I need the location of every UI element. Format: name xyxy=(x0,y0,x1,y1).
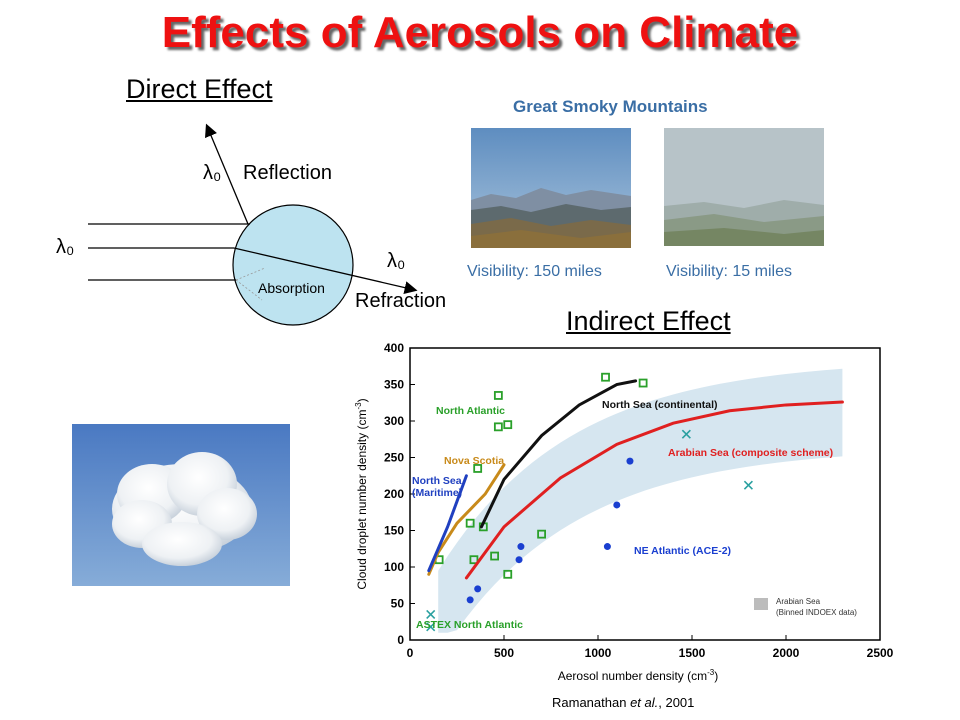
series-label: ASTEX North Atlantic xyxy=(416,619,523,631)
x-tick-label: 500 xyxy=(494,646,514,660)
indirect-effect-heading: Indirect Effect xyxy=(566,306,731,336)
data-point-square xyxy=(493,422,503,432)
aerosol-droplet-chart: 0 500 1000 1500 2000 2500 0 50 100 150 200 250 300 35… xyxy=(354,341,894,683)
x-tick-label: 1500 xyxy=(679,646,706,660)
reflection-arrow xyxy=(205,123,249,225)
legend-swatch xyxy=(754,598,768,610)
citation: Ramanathan et al., 2001 xyxy=(552,695,695,710)
y-tick-label: 200 xyxy=(384,487,404,501)
y-tick-label: 150 xyxy=(384,524,404,538)
y-tick-label: 350 xyxy=(384,378,404,392)
arabian-sea-region xyxy=(438,368,843,633)
x-tick-label: 1000 xyxy=(585,646,612,660)
data-point-square xyxy=(537,529,547,539)
data-point-dot xyxy=(613,501,621,509)
data-point-dot xyxy=(515,556,523,564)
absorption-ray xyxy=(235,279,263,301)
series-label: NE Atlantic (ACE-2) xyxy=(634,545,731,557)
series-label: Arabian Sea (composite scheme) xyxy=(668,447,833,459)
series-line xyxy=(427,474,468,573)
data-point-x xyxy=(743,480,753,490)
series-label: North Sea (continental) xyxy=(602,399,718,411)
data-point-dot xyxy=(517,543,525,551)
series-label: Nova Scotia xyxy=(444,455,504,467)
refraction-arrow xyxy=(233,247,418,294)
y-axis-label: Cloud droplet number density (cm-3) xyxy=(354,398,369,589)
x-tick-label: 2000 xyxy=(773,646,800,660)
data-point-square xyxy=(465,518,475,528)
cloud-photo xyxy=(72,424,290,586)
data-point-square xyxy=(493,391,503,400)
hazy-visibility-caption: Visibility: 15 miles xyxy=(666,263,792,280)
series-label: North Sea (Maritime) xyxy=(412,475,462,499)
direct-effect-heading: Direct Effect xyxy=(126,74,273,104)
data-point-square xyxy=(638,378,648,388)
series-label: North Atlantic xyxy=(436,405,505,417)
refraction-label: Refraction xyxy=(355,290,447,312)
data-point-x xyxy=(426,622,436,632)
lambda-reflected-label: λ₀ xyxy=(203,162,222,184)
legend-sublabel: (Binned INDOEX data) xyxy=(776,608,857,617)
series-line xyxy=(464,400,844,580)
x-tick-label: 0 xyxy=(407,646,414,660)
page-title: Effects of Aerosols on Climate xyxy=(161,8,799,57)
data-point-dot xyxy=(466,596,474,604)
clear-mountain-photo xyxy=(471,128,631,248)
y-tick-label: 400 xyxy=(384,341,404,355)
absorption-label: Absorption xyxy=(258,280,325,296)
lambda-incident-label: λ₀ xyxy=(56,236,75,258)
y-tick-label: 50 xyxy=(391,597,405,611)
data-point-x xyxy=(426,609,436,620)
data-point-square xyxy=(503,420,513,430)
data-point-square xyxy=(601,372,610,382)
data-point-x xyxy=(681,429,691,439)
y-tick-label: 250 xyxy=(384,451,404,465)
reflection-label: Reflection xyxy=(243,162,332,184)
hazy-mountain-photo xyxy=(664,128,824,246)
data-point-square xyxy=(469,555,479,565)
absorption-ray xyxy=(235,267,266,281)
y-tick-label: 300 xyxy=(384,414,404,428)
smoky-mountains-heading: Great Smoky Mountains xyxy=(513,97,708,116)
y-tick-label: 100 xyxy=(384,560,404,574)
clear-visibility-caption: Visibility: 150 miles xyxy=(467,263,602,280)
data-point-square xyxy=(503,569,513,579)
data-point-square xyxy=(490,551,500,561)
x-axis-label: Aerosol number density (cm-3) xyxy=(558,668,719,683)
data-point-dot xyxy=(603,543,611,551)
data-point-square xyxy=(473,464,483,473)
aerosol-particle-circle xyxy=(232,204,354,326)
series-line xyxy=(479,379,638,529)
x-tick-label: 2500 xyxy=(867,646,894,660)
y-tick-label: 0 xyxy=(397,633,404,647)
lambda-refracted-label: λ₀ xyxy=(387,250,406,272)
data-point-dot xyxy=(626,457,634,465)
legend-label: Arabian Sea xyxy=(776,597,821,606)
data-point-dot xyxy=(474,585,482,593)
